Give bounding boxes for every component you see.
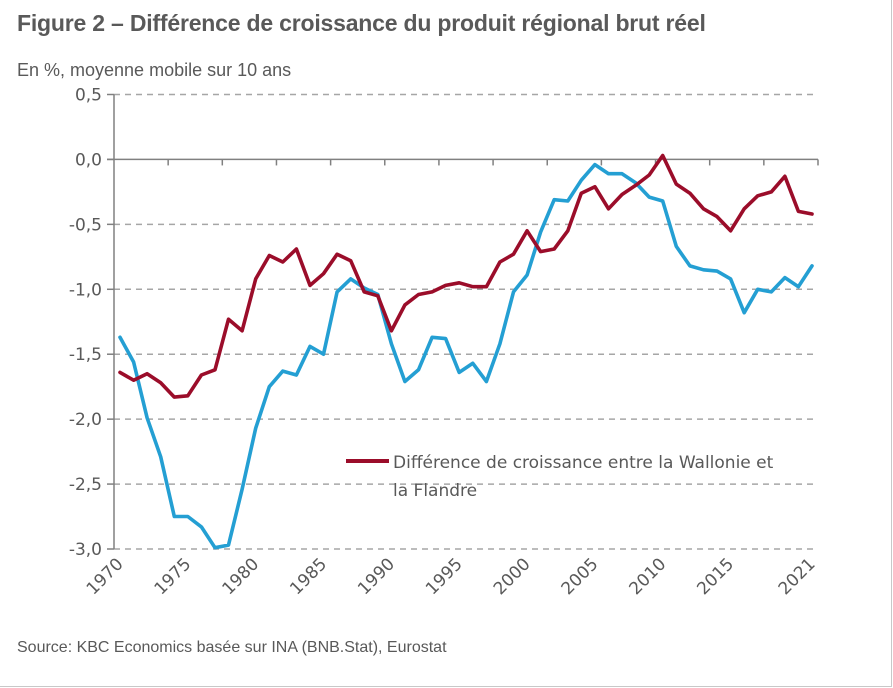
x-tick-label: 2015 — [693, 554, 738, 599]
chart-title: Figure 2 – Différence de croissance du p… — [17, 10, 706, 36]
y-tick-label: -2,0 — [69, 410, 102, 430]
source-note: Source: KBC Economics basée sur INA (BNB… — [17, 639, 447, 656]
x-tick-label: 2010 — [626, 554, 671, 599]
series-line-blue — [118, 162, 814, 550]
gridlines — [114, 93, 818, 550]
x-tick-label: 1975 — [151, 554, 196, 599]
x-tick-label: 1990 — [354, 554, 399, 599]
axes — [107, 93, 819, 550]
chart-subtitle: En %, moyenne mobile sur 10 ans — [17, 60, 292, 80]
y-tick-label: -2,5 — [69, 475, 102, 495]
x-tick-label: 1985 — [286, 554, 331, 599]
y-tick-label: -1,5 — [69, 345, 102, 365]
x-tick-label: 1970 — [83, 554, 128, 599]
x-tick-label: 2021 — [775, 554, 820, 599]
legend: Différence de croissance entre la Wallon… — [346, 453, 774, 501]
y-tick-label: -0,5 — [69, 215, 102, 235]
x-tick-label: 2000 — [490, 554, 535, 599]
x-tick-label: 2005 — [558, 554, 603, 599]
legend-label-line-1: Différence de croissance entre la Wallon… — [393, 453, 774, 473]
y-tick-label: -3,0 — [69, 540, 102, 560]
y-tick-label: 0,0 — [75, 150, 102, 170]
series-line-red — [118, 153, 814, 399]
y-tick-labels: 0,5 0,0 -0,5 -1,0 -1,5 -2,0 -2,5 -3,0 — [69, 86, 102, 561]
x-tick-label: 1995 — [422, 554, 467, 599]
x-tick-label: 1980 — [218, 554, 263, 599]
y-tick-label: 0,5 — [75, 86, 102, 106]
y-tick-label: -1,0 — [69, 280, 102, 300]
x-tick-labels: 1970 1975 1980 1985 1990 1995 2000 2005 2010 2015… — [83, 554, 820, 599]
series-lines — [118, 153, 814, 550]
legend-label-line-2: la Flandre — [393, 481, 477, 501]
